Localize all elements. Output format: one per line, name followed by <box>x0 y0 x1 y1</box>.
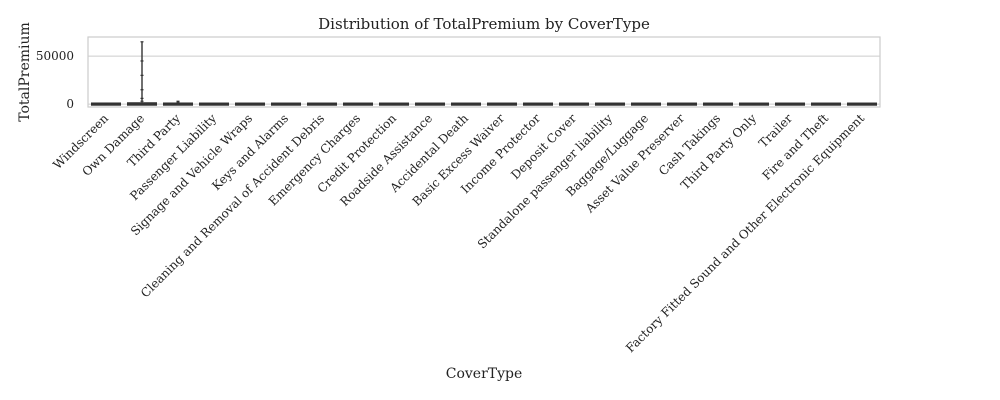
box-17 <box>702 102 733 106</box>
box-14 <box>594 102 625 106</box>
plot-frame <box>87 36 881 108</box>
box-18 <box>738 102 769 106</box>
x-tick-label: Own Damage <box>79 111 147 179</box>
box-series <box>90 41 877 106</box>
y-axis-ticks: 0 50000 <box>36 49 74 111</box>
box-12 <box>522 102 553 106</box>
y-tick-label: 0 <box>66 97 74 111</box>
box-3 <box>199 102 230 106</box>
box-4 <box>235 102 266 106</box>
y-tick-label: 50000 <box>36 49 74 63</box>
box-11 <box>487 102 518 106</box>
grid-lines <box>88 55 880 105</box>
x-axis-label: CoverType <box>446 366 523 382</box>
box-7 <box>343 102 374 106</box>
y-axis-label: TotalPremium <box>17 22 33 122</box>
chart-title: Distribution of TotalPremium by CoverTyp… <box>318 15 650 33</box>
box-9 <box>415 102 446 106</box>
box-21 <box>846 102 877 106</box>
box-8 <box>379 102 410 106</box>
box-0 <box>90 102 121 106</box>
box-6 <box>307 102 338 106</box>
box-19 <box>774 102 805 106</box>
box-5 <box>271 102 302 106</box>
box-20 <box>810 102 841 106</box>
box-10 <box>451 102 482 106</box>
box-2 <box>163 100 194 106</box>
box-13 <box>558 102 589 106</box>
box-15 <box>630 102 661 106</box>
box-16 <box>666 102 697 106</box>
